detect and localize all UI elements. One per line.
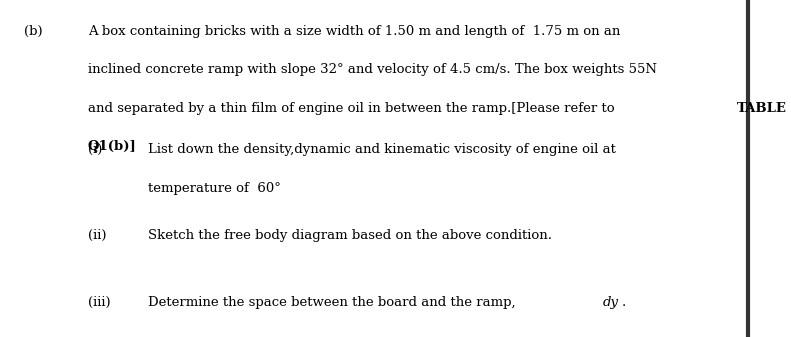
Text: and separated by a thin film of engine oil in between the ramp.[Please refer to: and separated by a thin film of engine o… [88,102,619,115]
Text: .: . [623,296,626,308]
Text: dy: dy [603,296,619,308]
Text: A box containing bricks with a size width of 1.50 m and length of  1.75 m on an: A box containing bricks with a size widt… [88,25,620,38]
Text: (iii): (iii) [88,296,110,308]
Text: Sketch the free body diagram based on the above condition.: Sketch the free body diagram based on th… [148,229,551,242]
Text: TABLE: TABLE [737,102,787,115]
Text: (i): (i) [88,144,102,156]
Text: temperature of  60°: temperature of 60° [148,182,281,195]
Text: (ii): (ii) [88,229,106,242]
Text: Determine the space between the board and the ramp,: Determine the space between the board an… [148,296,520,308]
Text: inclined concrete ramp with slope 32° and velocity of 4.5 cm/s. The box weights : inclined concrete ramp with slope 32° an… [88,63,657,76]
Text: Q1(b)]: Q1(b)] [88,140,136,153]
Text: (b): (b) [24,25,43,38]
Text: List down the density,dynamic and kinematic viscosity of engine oil at: List down the density,dynamic and kinema… [148,144,615,156]
